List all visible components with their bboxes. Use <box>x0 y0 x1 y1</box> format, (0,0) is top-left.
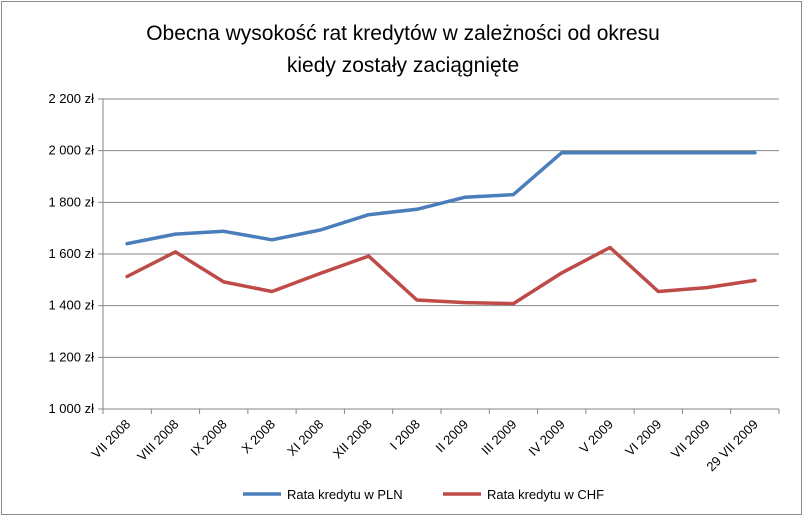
data-point <box>222 229 226 233</box>
x-tick-label: VII 2009 <box>668 417 713 462</box>
x-tick-label: II 2009 <box>433 417 472 456</box>
data-point <box>367 254 371 258</box>
x-tick-label: V 2009 <box>576 417 616 457</box>
legend: Rata kredytu w PLN Rata kredytu w CHF <box>243 487 604 502</box>
y-tick-label: 2 200 zł <box>48 91 94 106</box>
y-tick-label: 1 800 zł <box>48 194 94 209</box>
data-point <box>463 301 467 305</box>
x-tick-label: IX 2008 <box>188 417 230 459</box>
x-tick-label: XI 2008 <box>284 417 326 459</box>
data-point <box>705 286 709 290</box>
data-point <box>222 280 226 284</box>
x-tick-label: 29 VII 2009 <box>703 417 761 475</box>
y-tick-label: 1 400 zł <box>48 298 94 313</box>
data-point <box>415 207 419 211</box>
y-tick-label: 1 000 zł <box>48 401 94 416</box>
series-lines <box>125 150 757 306</box>
data-point <box>125 242 129 246</box>
series-line <box>125 245 757 306</box>
data-point <box>608 151 612 155</box>
data-point <box>415 298 419 302</box>
x-tick-label: III 2009 <box>478 417 519 458</box>
legend-label: Rata kredytu w PLN <box>287 487 403 502</box>
data-point <box>656 151 660 155</box>
data-point <box>125 274 129 278</box>
data-point <box>270 238 274 242</box>
data-point <box>173 250 177 254</box>
axes <box>98 98 780 414</box>
data-point <box>753 278 757 282</box>
series-line <box>125 150 757 246</box>
x-tick-label: VIII 2008 <box>134 417 181 464</box>
data-point <box>753 151 757 155</box>
y-tick-label: 1 200 zł <box>48 349 94 364</box>
data-point <box>367 213 371 217</box>
x-tick-label: VI 2009 <box>622 417 664 459</box>
data-point <box>560 151 564 155</box>
x-axis-tick-labels: VII 2008 VIII 2008 IX 2008 X 2008 XI 2008 XII… <box>88 417 761 475</box>
y-axis-tick-labels: 1 000 zł 1 200 zł 1 400 zł 1 600 zł 1 800 zł… <box>48 91 94 416</box>
chart-title-line-1: Obecna wysokość rat kredytów w zależnośc… <box>146 22 660 45</box>
chart-title-line-2: kiedy zostały zaciągnięte <box>287 54 519 77</box>
data-point <box>608 246 612 250</box>
data-point <box>463 195 467 199</box>
x-tick-label: XII 2008 <box>330 417 375 462</box>
y-tick-label: 1 600 zł <box>48 246 94 261</box>
x-tick-label: IV 2009 <box>526 417 568 459</box>
data-point <box>270 289 274 293</box>
data-point <box>560 271 564 275</box>
series-1 <box>125 150 757 246</box>
series-2 <box>125 245 757 306</box>
y-tick-label: 2 000 zł <box>48 143 94 158</box>
x-tick-label: X 2008 <box>238 417 278 457</box>
data-point <box>511 193 515 197</box>
data-point <box>318 228 322 232</box>
x-tick-label: I 2008 <box>387 417 423 453</box>
data-point <box>705 151 709 155</box>
data-point <box>656 289 660 293</box>
legend-label: Rata kredytu w CHF <box>487 487 604 502</box>
data-point <box>318 271 322 275</box>
x-tick-label: VII 2008 <box>88 417 133 462</box>
gridlines <box>103 98 779 358</box>
data-point <box>173 232 177 236</box>
data-point <box>511 302 515 306</box>
